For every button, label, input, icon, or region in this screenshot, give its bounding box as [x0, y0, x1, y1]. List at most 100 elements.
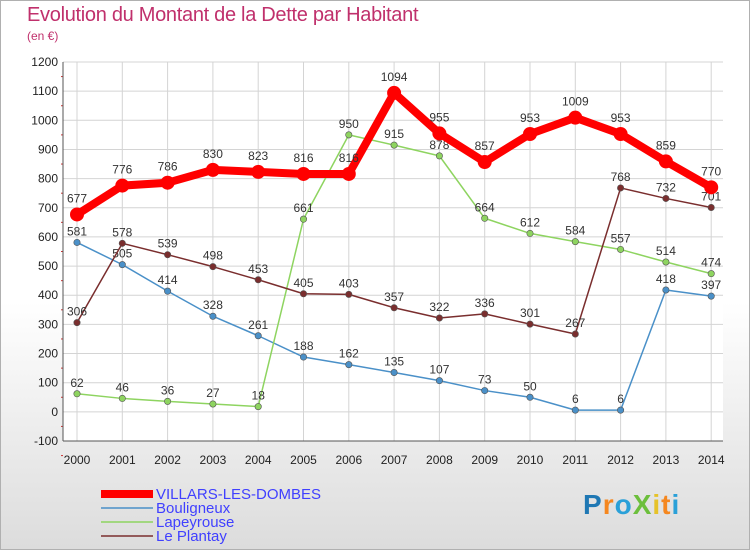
logo-letter: o [614, 489, 633, 520]
data-point-villars-les-dombes [296, 166, 311, 181]
data-point-bouligneux [707, 292, 715, 300]
data-label-bouligneux: 418 [656, 272, 676, 286]
data-label-bouligneux: 107 [429, 363, 449, 377]
data-label-lapeyrouse: 915 [384, 127, 404, 141]
plot-area [63, 62, 723, 441]
data-label-villars-les-dombes: 1094 [381, 70, 408, 84]
logo-letter: X [632, 489, 653, 520]
data-label-villars-les-dombes: 677 [67, 191, 87, 205]
data-point-lapeyrouse [526, 229, 534, 237]
data-label-le-plantay: 539 [158, 237, 178, 251]
data-label-lapeyrouse: 474 [701, 256, 721, 270]
data-label-le-plantay: 732 [656, 180, 676, 194]
data-label-bouligneux: 328 [203, 298, 223, 312]
data-point-lapeyrouse [481, 214, 489, 222]
data-point-lapeyrouse [118, 394, 126, 402]
data-point-bouligneux [73, 238, 81, 246]
y-tick-label: 1200 [31, 55, 58, 69]
data-label-bouligneux: 162 [339, 347, 359, 361]
legend-label-bouligneux: Bouligneux [156, 500, 231, 517]
data-label-lapeyrouse: 584 [565, 224, 585, 238]
data-point-villars-les-dombes [70, 207, 84, 222]
data-label-le-plantay: 306 [67, 305, 87, 319]
data-point-villars-les-dombes [658, 154, 673, 169]
x-tick-label: 2014 [698, 453, 725, 467]
data-point-lapeyrouse [299, 215, 307, 223]
y-tick-label: 800 [38, 172, 58, 186]
x-tick-label: 2001 [109, 453, 136, 467]
data-point-le-plantay [571, 330, 579, 338]
data-point-villars-les-dombes [523, 127, 537, 142]
data-label-le-plantay: 357 [384, 290, 404, 304]
data-point-villars-les-dombes [115, 178, 130, 193]
data-point-bouligneux [345, 361, 353, 369]
data-point-le-plantay [707, 203, 715, 211]
x-tick-label: 2003 [200, 453, 227, 467]
legend-label-villars-les-dombes: VILLARS-LES-DOMBES [156, 486, 321, 503]
data-point-le-plantay [435, 314, 443, 322]
data-point-lapeyrouse [617, 245, 625, 253]
data-point-bouligneux [254, 332, 262, 340]
data-point-bouligneux [617, 406, 625, 414]
x-tick-label: 2007 [381, 453, 408, 467]
data-point-bouligneux [662, 286, 670, 294]
data-point-villars-les-dombes [704, 180, 719, 195]
data-point-bouligneux [299, 353, 307, 361]
y-tick-label: 100 [38, 376, 58, 390]
data-label-lapeyrouse: 612 [520, 215, 540, 229]
data-label-le-plantay: 403 [339, 276, 359, 290]
y-tick-label: 700 [38, 201, 58, 215]
data-point-lapeyrouse [662, 258, 670, 266]
data-label-villars-les-dombes: 786 [158, 160, 178, 174]
data-label-villars-les-dombes: 859 [656, 138, 676, 152]
data-label-bouligneux: 6 [572, 392, 579, 406]
data-label-villars-les-dombes: 770 [701, 164, 721, 178]
x-tick-label: 2010 [517, 453, 544, 467]
data-point-bouligneux [526, 393, 534, 401]
data-label-lapeyrouse: 46 [116, 380, 130, 394]
data-label-villars-les-dombes: 955 [429, 110, 449, 124]
data-point-villars-les-dombes [251, 164, 266, 179]
data-label-villars-les-dombes: 816 [339, 151, 359, 165]
y-tick-label: 0 [51, 405, 58, 419]
data-point-le-plantay [617, 184, 625, 192]
data-point-villars-les-dombes [432, 126, 447, 141]
data-label-le-plantay: 267 [565, 316, 585, 330]
data-label-villars-les-dombes: 776 [112, 163, 132, 177]
x-tick-label: 2009 [471, 453, 498, 467]
data-point-lapeyrouse [707, 270, 715, 278]
data-label-lapeyrouse: 36 [161, 383, 175, 397]
x-tick-label: 2013 [653, 453, 680, 467]
chart-title: Evolution du Montant de la Dette par Hab… [27, 4, 419, 26]
data-label-lapeyrouse: 514 [656, 244, 676, 258]
y-tick-label: 200 [38, 347, 58, 361]
data-label-villars-les-dombes: 953 [520, 111, 540, 125]
legend-label-lapeyrouse: Lapeyrouse [156, 514, 234, 531]
x-tick-label: 2006 [335, 453, 362, 467]
data-point-bouligneux [435, 377, 443, 385]
data-point-lapeyrouse [435, 152, 443, 160]
data-point-lapeyrouse [390, 141, 398, 149]
data-point-lapeyrouse [254, 403, 262, 411]
data-label-villars-les-dombes: 953 [611, 111, 631, 125]
data-point-lapeyrouse [571, 238, 579, 246]
x-tick-label: 2005 [290, 453, 317, 467]
data-label-bouligneux: 581 [67, 224, 87, 238]
y-tick-label: 500 [38, 259, 58, 273]
data-label-le-plantay: 453 [248, 262, 268, 276]
data-point-villars-les-dombes [387, 85, 402, 100]
data-label-le-plantay: 498 [203, 249, 223, 263]
data-label-bouligneux: 6 [617, 392, 624, 406]
data-label-le-plantay: 578 [112, 225, 132, 239]
data-point-lapeyrouse [209, 400, 217, 408]
x-tick-label: 2012 [607, 453, 634, 467]
data-point-le-plantay [390, 304, 398, 312]
data-point-le-plantay [299, 290, 307, 298]
y-tick-label: 1100 [32, 84, 58, 98]
y-tick-label: 300 [38, 317, 58, 331]
data-point-le-plantay [481, 310, 489, 318]
data-label-le-plantay: 768 [611, 170, 631, 184]
data-point-le-plantay [73, 319, 81, 327]
